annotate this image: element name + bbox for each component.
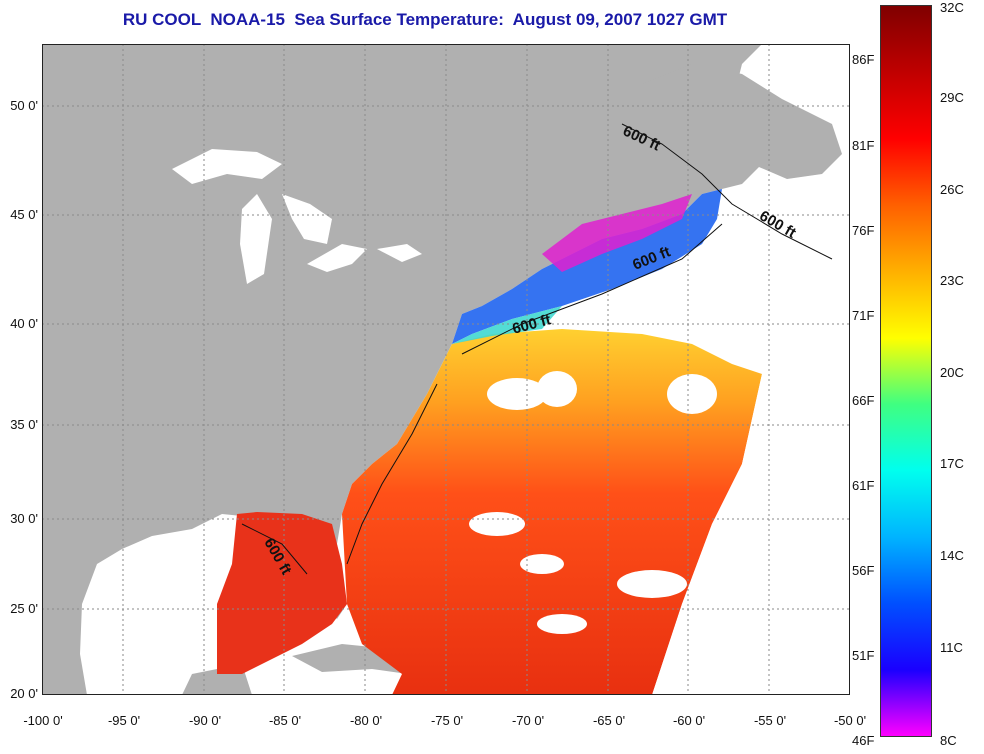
great-lakes <box>172 149 422 284</box>
land-north-america <box>42 44 762 695</box>
no-data-east <box>652 374 850 695</box>
colorbar-fahrenheit-label: 86F <box>852 52 875 67</box>
colorbar-celsius-label: 14C <box>940 548 964 563</box>
map-title: RU COOL NOAA-15 Sea Surface Temperature:… <box>122 10 728 29</box>
lon-tick: -65 0' <box>592 713 626 728</box>
lat-tick: 30 0' <box>10 511 38 526</box>
sst-map <box>42 44 850 695</box>
lat-tick: 25 0' <box>10 601 38 616</box>
lon-tick: -100 0' <box>23 713 63 728</box>
colorbar-fahrenheit-label: 51F <box>852 648 875 663</box>
lon-tick: -55 0' <box>753 713 787 728</box>
lon-tick: -50 0' <box>833 713 867 728</box>
lat-tick: 20 0' <box>10 686 38 701</box>
lon-tick: -80 0' <box>349 713 383 728</box>
cloud-gaps <box>469 371 717 634</box>
isobath-600ft <box>241 123 833 575</box>
colorbar-celsius-label: 20C <box>940 365 964 380</box>
sst-atlantic-warm <box>342 329 762 695</box>
colorbar-celsius-label: 29C <box>940 90 964 105</box>
colorbar-celsius-label: 32C <box>940 0 964 15</box>
lat-tick: 35 0' <box>10 417 38 432</box>
lat-tick: 50 0' <box>10 98 38 113</box>
colorbar-celsius-label: 26C <box>940 182 964 197</box>
sst-gulf-stlawrence <box>542 194 692 272</box>
colorbar-fahrenheit-label: 81F <box>852 138 875 153</box>
colorbar-celsius-label: 11C <box>940 640 963 655</box>
lon-tick: -85 0' <box>268 713 302 728</box>
sst-transition <box>452 306 562 344</box>
lat-tick: 40 0' <box>10 316 38 331</box>
colorbar-fahrenheit-label: 61F <box>852 478 875 493</box>
colorbar-fahrenheit-label: 66F <box>852 393 875 408</box>
lon-tick: -75 0' <box>430 713 464 728</box>
colorbar <box>880 5 932 737</box>
colorbar-celsius-label: 8C <box>940 733 957 748</box>
land-maritimes <box>642 64 842 179</box>
colorbar-fahrenheit-label: 71F <box>852 308 875 323</box>
colorbar-celsius-label: 17C <box>940 456 964 471</box>
colorbar-fahrenheit-label: 76F <box>852 223 875 238</box>
lon-tick: -95 0' <box>107 713 141 728</box>
graticule <box>42 44 850 695</box>
lat-tick: 45 0' <box>10 207 38 222</box>
colorbar-fahrenheit-label: 56F <box>852 563 875 578</box>
lon-tick: -90 0' <box>188 713 222 728</box>
colorbar-fahrenheit-label: 46F <box>852 733 875 748</box>
colorbar-celsius-label: 23C <box>940 273 964 288</box>
lon-tick: -70 0' <box>511 713 545 728</box>
sst-gulf-of-mexico <box>217 512 347 674</box>
lon-tick: -60 0' <box>672 713 706 728</box>
